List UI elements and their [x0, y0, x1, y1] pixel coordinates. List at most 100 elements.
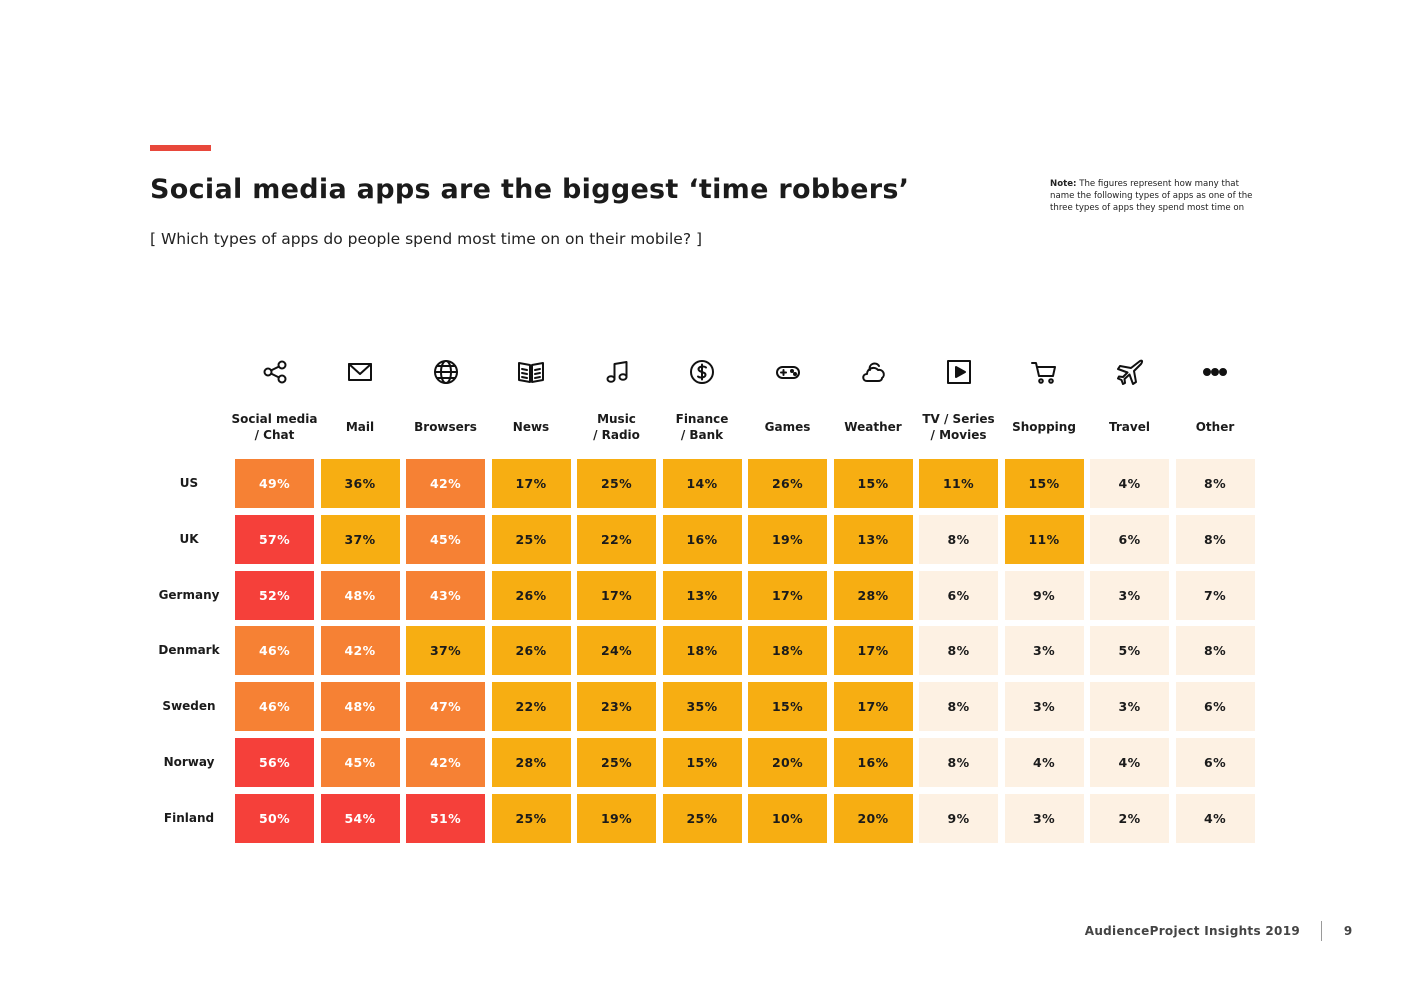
heatmap-cell: 24% — [577, 626, 656, 676]
cloud-icon — [858, 357, 888, 387]
footer-brand: AudienceProject Insights 2019 — [1084, 924, 1300, 938]
note: Note: The figures represent how many tha… — [1050, 178, 1260, 214]
heatmap-cell: 8% — [1175, 626, 1255, 676]
note-text: The figures represent how many that name… — [1050, 179, 1253, 213]
heatmap-cell: 37% — [320, 514, 400, 564]
column-label: Other — [1195, 420, 1235, 434]
heatmap-cell: 26% — [491, 626, 571, 676]
column-label: Mail — [345, 420, 375, 434]
heatmap-cell: 8% — [919, 738, 998, 787]
row-label: Sweden — [162, 699, 216, 714]
heatmap-cell: 28% — [833, 570, 913, 620]
heatmap-cell: 4% — [1004, 738, 1084, 787]
more-dots-icon — [1200, 357, 1230, 387]
heatmap-cell: 4% — [1175, 793, 1255, 843]
heatmap-cell: 7% — [1175, 570, 1255, 620]
heatmap-cell: 9% — [1004, 570, 1084, 620]
heatmap-cell: 52% — [235, 570, 314, 620]
column-label: Music / Radio — [593, 412, 640, 442]
row-label: Germany — [158, 587, 220, 602]
column-label: TV / Series / Movies — [922, 412, 995, 442]
gamepad-icon — [773, 357, 803, 387]
accent-bar — [150, 145, 211, 151]
heatmap-cell: 26% — [491, 570, 571, 620]
heatmap-cell: 15% — [662, 738, 742, 787]
page-title: Social media apps are the biggest ‘time … — [150, 174, 910, 205]
heatmap-cell: 42% — [320, 626, 400, 676]
heatmap-cell: 18% — [748, 626, 827, 676]
heatmap-cell: 9% — [919, 793, 998, 843]
note-label: Note: — [1050, 179, 1077, 189]
heatmap-cell: 6% — [1175, 682, 1255, 732]
heatmap-cell: 6% — [1175, 738, 1255, 787]
heatmap-cell: 37% — [406, 626, 485, 676]
heatmap-cell: 3% — [1090, 682, 1169, 732]
heatmap-cell: 17% — [833, 626, 913, 676]
heatmap-cell: 13% — [833, 514, 913, 564]
page-number: 9 — [1343, 924, 1353, 938]
heatmap-cell: 11% — [1004, 514, 1084, 564]
heatmap-cell: 16% — [662, 514, 742, 564]
heatmap-cell: 50% — [235, 793, 314, 843]
heatmap-cell: 46% — [235, 682, 314, 732]
heatmap-cell: 4% — [1090, 459, 1169, 508]
row-label: US — [179, 476, 199, 490]
heatmap-cell: 57% — [235, 514, 314, 564]
heatmap-cell: 46% — [235, 626, 314, 676]
heatmap-cell: 19% — [748, 514, 827, 564]
heatmap-cell: 13% — [662, 570, 742, 620]
page-subtitle: [ Which types of apps do people spend mo… — [150, 230, 703, 248]
heatmap-cell: 51% — [406, 793, 485, 843]
heatmap-cell: 45% — [406, 514, 485, 564]
heatmap-cell: 18% — [662, 626, 742, 676]
heatmap-cell: 8% — [919, 626, 998, 676]
heatmap-cell: 17% — [491, 459, 571, 508]
heatmap-cell: 3% — [1090, 570, 1169, 620]
heatmap-cell: 15% — [833, 459, 913, 508]
dollar-coin-icon — [687, 357, 717, 387]
heatmap-cell: 8% — [1175, 459, 1255, 508]
column-label: News — [512, 420, 550, 434]
play-icon — [944, 357, 974, 387]
heatmap-cell: 36% — [320, 459, 400, 508]
heatmap-cell: 25% — [491, 514, 571, 564]
column-label: Finance / Bank — [675, 412, 729, 442]
heatmap-cell: 25% — [577, 459, 656, 508]
heatmap-cell: 15% — [748, 682, 827, 732]
heatmap-cell: 17% — [748, 570, 827, 620]
heatmap-cell: 42% — [406, 459, 485, 508]
heatmap-cell: 15% — [1004, 459, 1084, 508]
heatmap-cell: 17% — [577, 570, 656, 620]
mail-icon — [345, 357, 375, 387]
heatmap-cell: 25% — [577, 738, 656, 787]
heatmap-cell: 17% — [833, 682, 913, 732]
cart-icon — [1029, 357, 1059, 387]
column-label: Weather — [844, 420, 902, 434]
heatmap-cell: 4% — [1090, 738, 1169, 787]
heatmap-cell: 45% — [320, 738, 400, 787]
heatmap-cell: 8% — [919, 682, 998, 732]
footer-divider — [1321, 921, 1322, 941]
music-note-icon — [602, 357, 632, 387]
heatmap-cell: 14% — [662, 459, 742, 508]
row-label: Finland — [163, 810, 215, 825]
book-icon — [516, 357, 546, 387]
column-label: Travel — [1109, 420, 1150, 434]
share-icon — [260, 357, 290, 387]
heatmap-cell: 42% — [406, 738, 485, 787]
heatmap-cell: 25% — [662, 793, 742, 843]
heatmap-cell: 3% — [1004, 682, 1084, 732]
heatmap-cell: 3% — [1004, 626, 1084, 676]
heatmap-cell: 5% — [1090, 626, 1169, 676]
heatmap-cell: 3% — [1004, 793, 1084, 843]
heatmap-cell: 20% — [833, 793, 913, 843]
heatmap-cell: 10% — [748, 793, 827, 843]
heatmap-cell: 8% — [919, 514, 998, 564]
heatmap-cell: 22% — [577, 514, 656, 564]
heatmap-cell: 35% — [662, 682, 742, 732]
heatmap-cell: 48% — [320, 682, 400, 732]
heatmap-cell: 16% — [833, 738, 913, 787]
heatmap-cell: 47% — [406, 682, 485, 732]
heatmap-cell: 28% — [491, 738, 571, 787]
heatmap-cell: 2% — [1090, 793, 1169, 843]
